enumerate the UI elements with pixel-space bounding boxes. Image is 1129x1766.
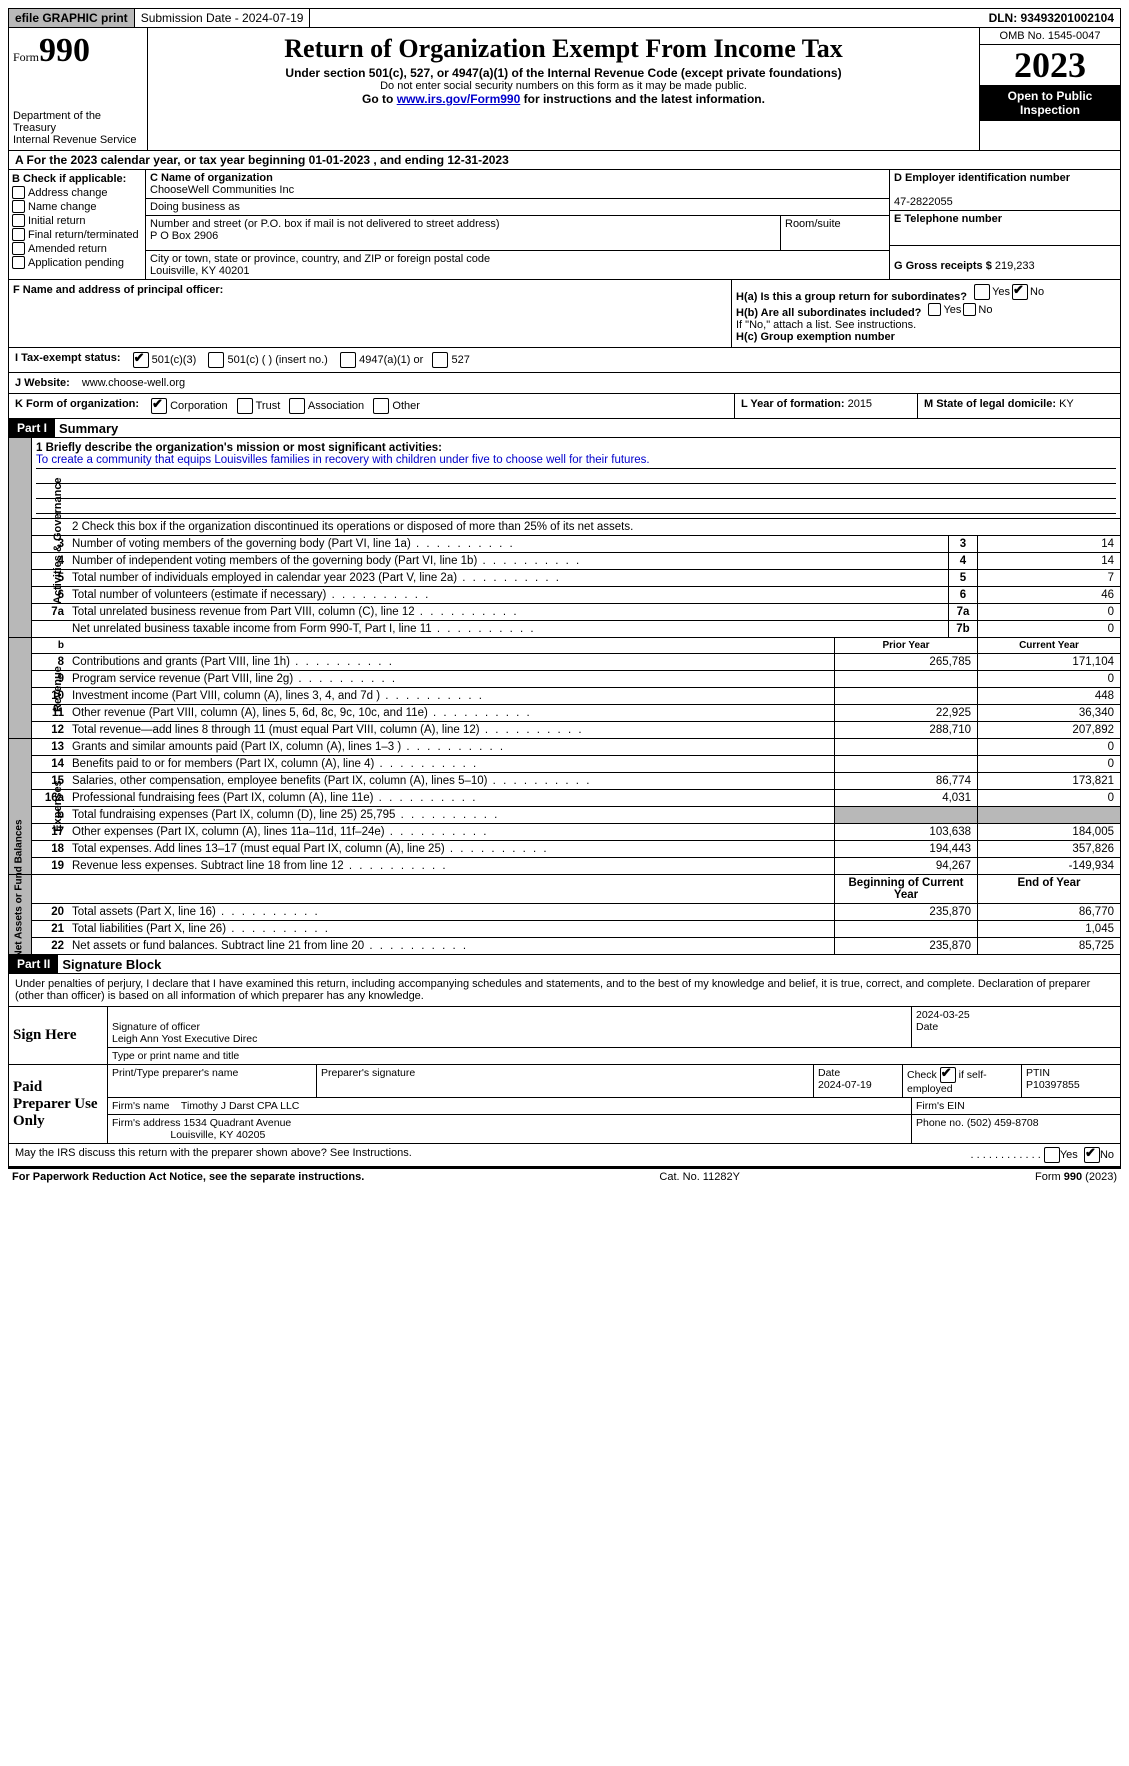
tax-year: 2023 — [980, 45, 1120, 85]
year-formation: 2015 — [848, 398, 872, 410]
discuss-yes[interactable] — [1044, 1147, 1060, 1163]
summary-line: 9Program service revenue (Part VIII, lin… — [32, 671, 1120, 688]
page-footer: For Paperwork Reduction Act Notice, see … — [8, 1167, 1121, 1185]
open-to-public: Open to Public Inspection — [980, 85, 1120, 121]
chk-corp[interactable] — [151, 398, 167, 414]
discuss-no[interactable] — [1084, 1147, 1100, 1163]
website: www.choose-well.org — [76, 373, 1120, 393]
summary-line: bTotal fundraising expenses (Part IX, co… — [32, 807, 1120, 824]
chk-initial-return[interactable] — [12, 214, 25, 227]
summary-line: 19Revenue less expenses. Subtract line 1… — [32, 858, 1120, 874]
firm-addr1: 1534 Quadrant Avenue — [183, 1117, 291, 1129]
ha-no[interactable] — [1012, 284, 1028, 300]
summary-line: 3Number of voting members of the governi… — [32, 536, 1120, 553]
org-name: ChooseWell Communities Inc — [150, 184, 294, 196]
chk-527[interactable] — [432, 352, 448, 368]
form-title: Return of Organization Exempt From Incom… — [154, 34, 973, 64]
form-header: Form990 Department of the Treasury Inter… — [8, 28, 1121, 151]
chk-final-return[interactable] — [12, 228, 25, 241]
prep-date: 2024-07-19 — [818, 1079, 872, 1091]
firm-name: Timothy J Darst CPA LLC — [181, 1100, 299, 1112]
chk-amended[interactable] — [12, 242, 25, 255]
street-address: P O Box 2906 — [150, 230, 218, 242]
hb-yes[interactable] — [928, 303, 941, 316]
omb-number: OMB No. 1545-0047 — [980, 28, 1120, 45]
chk-trust[interactable] — [237, 398, 253, 414]
ha-yes[interactable] — [974, 284, 990, 300]
fh-row: F Name and address of principal officer:… — [8, 280, 1121, 348]
governance-block: Activities & Governance 1 Briefly descri… — [8, 438, 1121, 638]
part2-bar: Part II Signature Block — [8, 955, 1121, 974]
summary-line: 17Other expenses (Part IX, column (A), l… — [32, 824, 1120, 841]
summary-line: 20Total assets (Part X, line 16)235,8708… — [32, 904, 1120, 921]
chk-self-employed[interactable] — [940, 1067, 956, 1083]
summary-line: Net unrelated business taxable income fr… — [32, 621, 1120, 637]
chk-501c[interactable] — [208, 352, 224, 368]
chk-other[interactable] — [373, 398, 389, 414]
part1-bar: Part I Summary — [8, 419, 1121, 438]
klm-row: K Form of organization: Corporation Trus… — [8, 394, 1121, 419]
state-domicile: KY — [1059, 398, 1074, 410]
irs-link[interactable]: www.irs.gov/Form990 — [397, 92, 521, 106]
ssn-note: Do not enter social security numbers on … — [154, 80, 973, 92]
summary-line: 5Total number of individuals employed in… — [32, 570, 1120, 587]
summary-line: 7aTotal unrelated business revenue from … — [32, 604, 1120, 621]
revenue-block: Revenue b Prior Year Current Year 8Contr… — [8, 638, 1121, 739]
ij-row: I Tax-exempt status: 501(c)(3) 501(c) ( … — [8, 348, 1121, 394]
summary-line: 12Total revenue—add lines 8 through 11 (… — [32, 722, 1120, 738]
top-bar: efile GRAPHIC print Submission Date - 20… — [8, 8, 1121, 28]
city-state-zip: Louisville, KY 40201 — [150, 265, 249, 277]
ptin: P10397855 — [1026, 1079, 1080, 1091]
cat-no: Cat. No. 11282Y — [659, 1171, 740, 1183]
summary-line: 15Salaries, other compensation, employee… — [32, 773, 1120, 790]
form-prefix: Form — [13, 50, 39, 64]
form-subtitle: Under section 501(c), 527, or 4947(a)(1)… — [154, 66, 973, 80]
summary-line: 21Total liabilities (Part X, line 26)1,0… — [32, 921, 1120, 938]
chk-address-change[interactable] — [12, 186, 25, 199]
officer-name: Leigh Ann Yost Executive Direc — [112, 1033, 257, 1045]
ein: 47-2822055 — [894, 196, 953, 208]
box-c: C Name of organization ChooseWell Commun… — [146, 170, 889, 279]
dept-irs: Internal Revenue Service — [13, 134, 143, 146]
mission-text: To create a community that equips Louisv… — [36, 454, 1116, 469]
goto-line: Go to www.irs.gov/Form990 for instructio… — [154, 92, 973, 106]
submission-date: Submission Date - 2024-07-19 — [135, 9, 311, 27]
tax-year-line: A For the 2023 calendar year, or tax yea… — [8, 151, 1121, 170]
chk-4947[interactable] — [340, 352, 356, 368]
chk-501c3[interactable] — [133, 352, 149, 368]
summary-line: 14Benefits paid to or for members (Part … — [32, 756, 1120, 773]
netassets-block: Net Assets or Fund Balances Beginning of… — [8, 875, 1121, 955]
chk-name-change[interactable] — [12, 200, 25, 213]
firm-addr2: Louisville, KY 40205 — [170, 1129, 265, 1141]
summary-line: 18Total expenses. Add lines 13–17 (must … — [32, 841, 1120, 858]
summary-line: 6Total number of volunteers (estimate if… — [32, 587, 1120, 604]
sig-date: 2024-03-25 — [916, 1009, 970, 1021]
bcdeg-row: B Check if applicable: Address change Na… — [8, 170, 1121, 280]
summary-line: 16aProfessional fundraising fees (Part I… — [32, 790, 1120, 807]
summary-line: 11Other revenue (Part VIII, column (A), … — [32, 705, 1120, 722]
expenses-block: Expenses 13Grants and similar amounts pa… — [8, 739, 1121, 875]
chk-app-pending[interactable] — [12, 256, 25, 269]
summary-line: 4Number of independent voting members of… — [32, 553, 1120, 570]
summary-line: 13Grants and similar amounts paid (Part … — [32, 739, 1120, 756]
chk-assoc[interactable] — [289, 398, 305, 414]
box-b: B Check if applicable: Address change Na… — [9, 170, 146, 279]
dln: DLN: 93493201002104 — [983, 9, 1120, 27]
signature-block: Under penalties of perjury, I declare th… — [8, 974, 1121, 1167]
gross-receipts: 219,233 — [995, 260, 1035, 272]
efile-label: efile GRAPHIC print — [9, 9, 135, 27]
dept-treasury: Department of the Treasury — [13, 110, 143, 134]
firm-phone: (502) 459-8708 — [967, 1117, 1039, 1129]
box-deg: D Employer identification number 47-2822… — [889, 170, 1120, 279]
hb-no[interactable] — [963, 303, 976, 316]
perjury-declaration: Under penalties of perjury, I declare th… — [9, 974, 1120, 1006]
form-number: 990 — [39, 32, 90, 69]
summary-line: 10Investment income (Part VIII, column (… — [32, 688, 1120, 705]
summary-line: 22Net assets or fund balances. Subtract … — [32, 938, 1120, 954]
summary-line: 8Contributions and grants (Part VIII, li… — [32, 654, 1120, 671]
